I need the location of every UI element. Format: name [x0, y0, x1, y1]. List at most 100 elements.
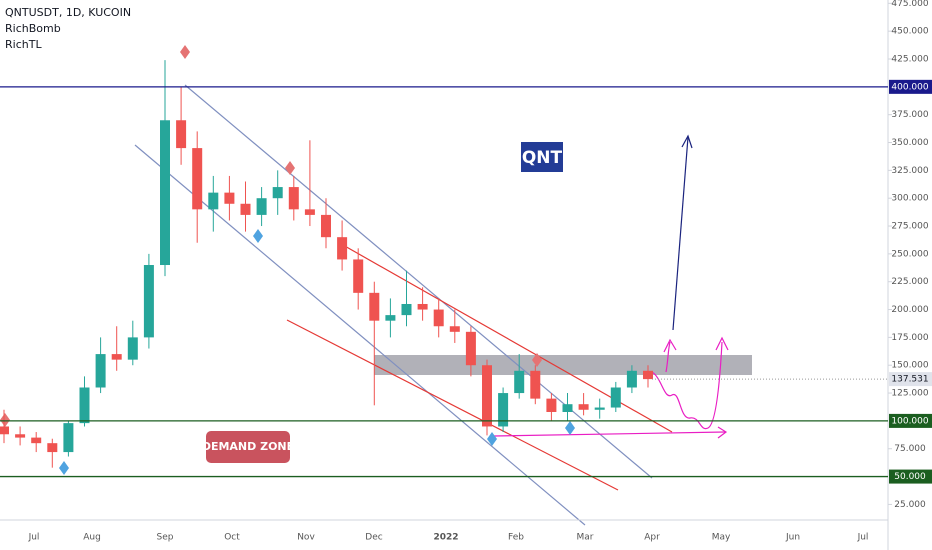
candle-body: [0, 426, 9, 435]
indicator-name: RichTL: [5, 38, 42, 51]
level-label: 400.000: [891, 82, 928, 92]
candle-body: [337, 237, 348, 260]
candle-body: [272, 187, 283, 199]
y-tick-label: 25.000: [894, 500, 926, 510]
candle-body: [594, 407, 605, 410]
y-tick-label: 375.000: [891, 110, 928, 120]
candle-body: [127, 337, 138, 360]
projection-line: [493, 431, 726, 437]
candle-body: [63, 423, 74, 453]
y-tick-label: 150.000: [891, 361, 928, 371]
signals: [0, 45, 575, 475]
candle-body: [385, 315, 396, 321]
y-tick-label: 425.000: [891, 55, 928, 65]
sell-signal: [0, 413, 10, 427]
candle-body: [546, 398, 557, 412]
x-tick-label: Feb: [508, 533, 524, 543]
candle-body: [256, 198, 267, 215]
target-arrow: [672, 136, 689, 331]
buy-signal: [253, 229, 263, 243]
zone-label: DEMAND ZONE: [202, 440, 294, 453]
y-tick-label: 175.000: [891, 333, 928, 343]
x-tick-label: Jun: [785, 533, 800, 543]
candle-body: [610, 387, 621, 408]
last-price-label: 137.531: [891, 375, 928, 385]
candle-body: [482, 365, 492, 427]
y-tick-label: 450.000: [891, 27, 928, 37]
x-tick-label: Jul: [28, 533, 40, 543]
projection-path: [651, 341, 723, 430]
candle-body: [449, 326, 460, 332]
candle-body: [465, 331, 476, 366]
candle-body: [15, 434, 26, 438]
candle-body: [47, 443, 58, 453]
channel-line: [134, 144, 586, 526]
level-label: 50.000: [894, 472, 926, 482]
candle-body: [401, 303, 412, 316]
y-tick-label: 350.000: [891, 138, 928, 148]
candle-body: [192, 148, 203, 210]
candle-body: [514, 370, 525, 394]
candle-body: [643, 370, 653, 380]
candle-body: [95, 354, 106, 388]
zone-badge: [206, 431, 290, 463]
y-tick-label: 125.000: [891, 389, 928, 399]
x-tick-label: Oct: [224, 533, 240, 543]
x-tick-label: Apr: [644, 533, 660, 543]
y-tick-label: 200.000: [891, 305, 928, 315]
candle-body: [578, 404, 589, 410]
x-tick-label: Sep: [157, 533, 174, 543]
y-tick-label: 325.000: [891, 166, 928, 176]
projection-arrows: [663, 336, 729, 373]
x-tick-label: Dec: [365, 533, 382, 543]
level-tag: [889, 79, 932, 94]
candle-body: [433, 309, 444, 327]
candle-body: [321, 214, 331, 238]
x-tick-label: 2022: [433, 533, 458, 543]
candle-body: [160, 120, 170, 266]
y-tick-label: 75.000: [894, 444, 926, 454]
trend-line: [286, 319, 619, 491]
candle-body: [304, 209, 315, 215]
buy-signal: [487, 432, 497, 446]
x-tick-label: May: [712, 533, 731, 543]
channel-line: [184, 84, 653, 479]
y-tick-label: 250.000: [891, 249, 928, 259]
x-tick-label: Jul: [857, 533, 869, 543]
candle-body: [530, 370, 541, 399]
y-tick-label: 225.000: [891, 277, 928, 287]
candle-body: [626, 370, 637, 388]
candle-body: [31, 437, 42, 444]
symbol-badge: [521, 142, 563, 172]
x-tick-label: Mar: [577, 533, 594, 543]
candle-body: [208, 192, 219, 210]
candle-body: [498, 393, 509, 427]
candle-body: [176, 120, 187, 149]
candle-body: [353, 259, 364, 293]
y-tick-label: 300.000: [891, 194, 928, 204]
arrow-head: [717, 426, 728, 439]
y-tick-label: 475.000: [891, 0, 928, 9]
candle-body: [562, 404, 573, 412]
buy-signal: [59, 461, 69, 475]
y-tick-label: 275.000: [891, 222, 928, 232]
buy-signal: [565, 421, 575, 435]
resistance-zone: [374, 355, 752, 375]
candle-body: [288, 187, 299, 210]
candle-body: [240, 203, 251, 215]
arrow-head: [681, 134, 693, 149]
symbol-label: QNT: [522, 148, 563, 168]
candle-body: [224, 192, 235, 204]
candle-body: [417, 303, 428, 310]
candle-body: [143, 265, 154, 338]
candle-body: [79, 387, 90, 424]
level-label: 100.000: [891, 416, 928, 426]
last-price-tag: [889, 372, 932, 387]
x-tick-label: Aug: [83, 533, 101, 543]
sell-signal: [180, 45, 190, 59]
level-tag: [889, 469, 932, 484]
indicator-name: RichBomb: [5, 22, 61, 35]
candle-body: [111, 354, 122, 360]
